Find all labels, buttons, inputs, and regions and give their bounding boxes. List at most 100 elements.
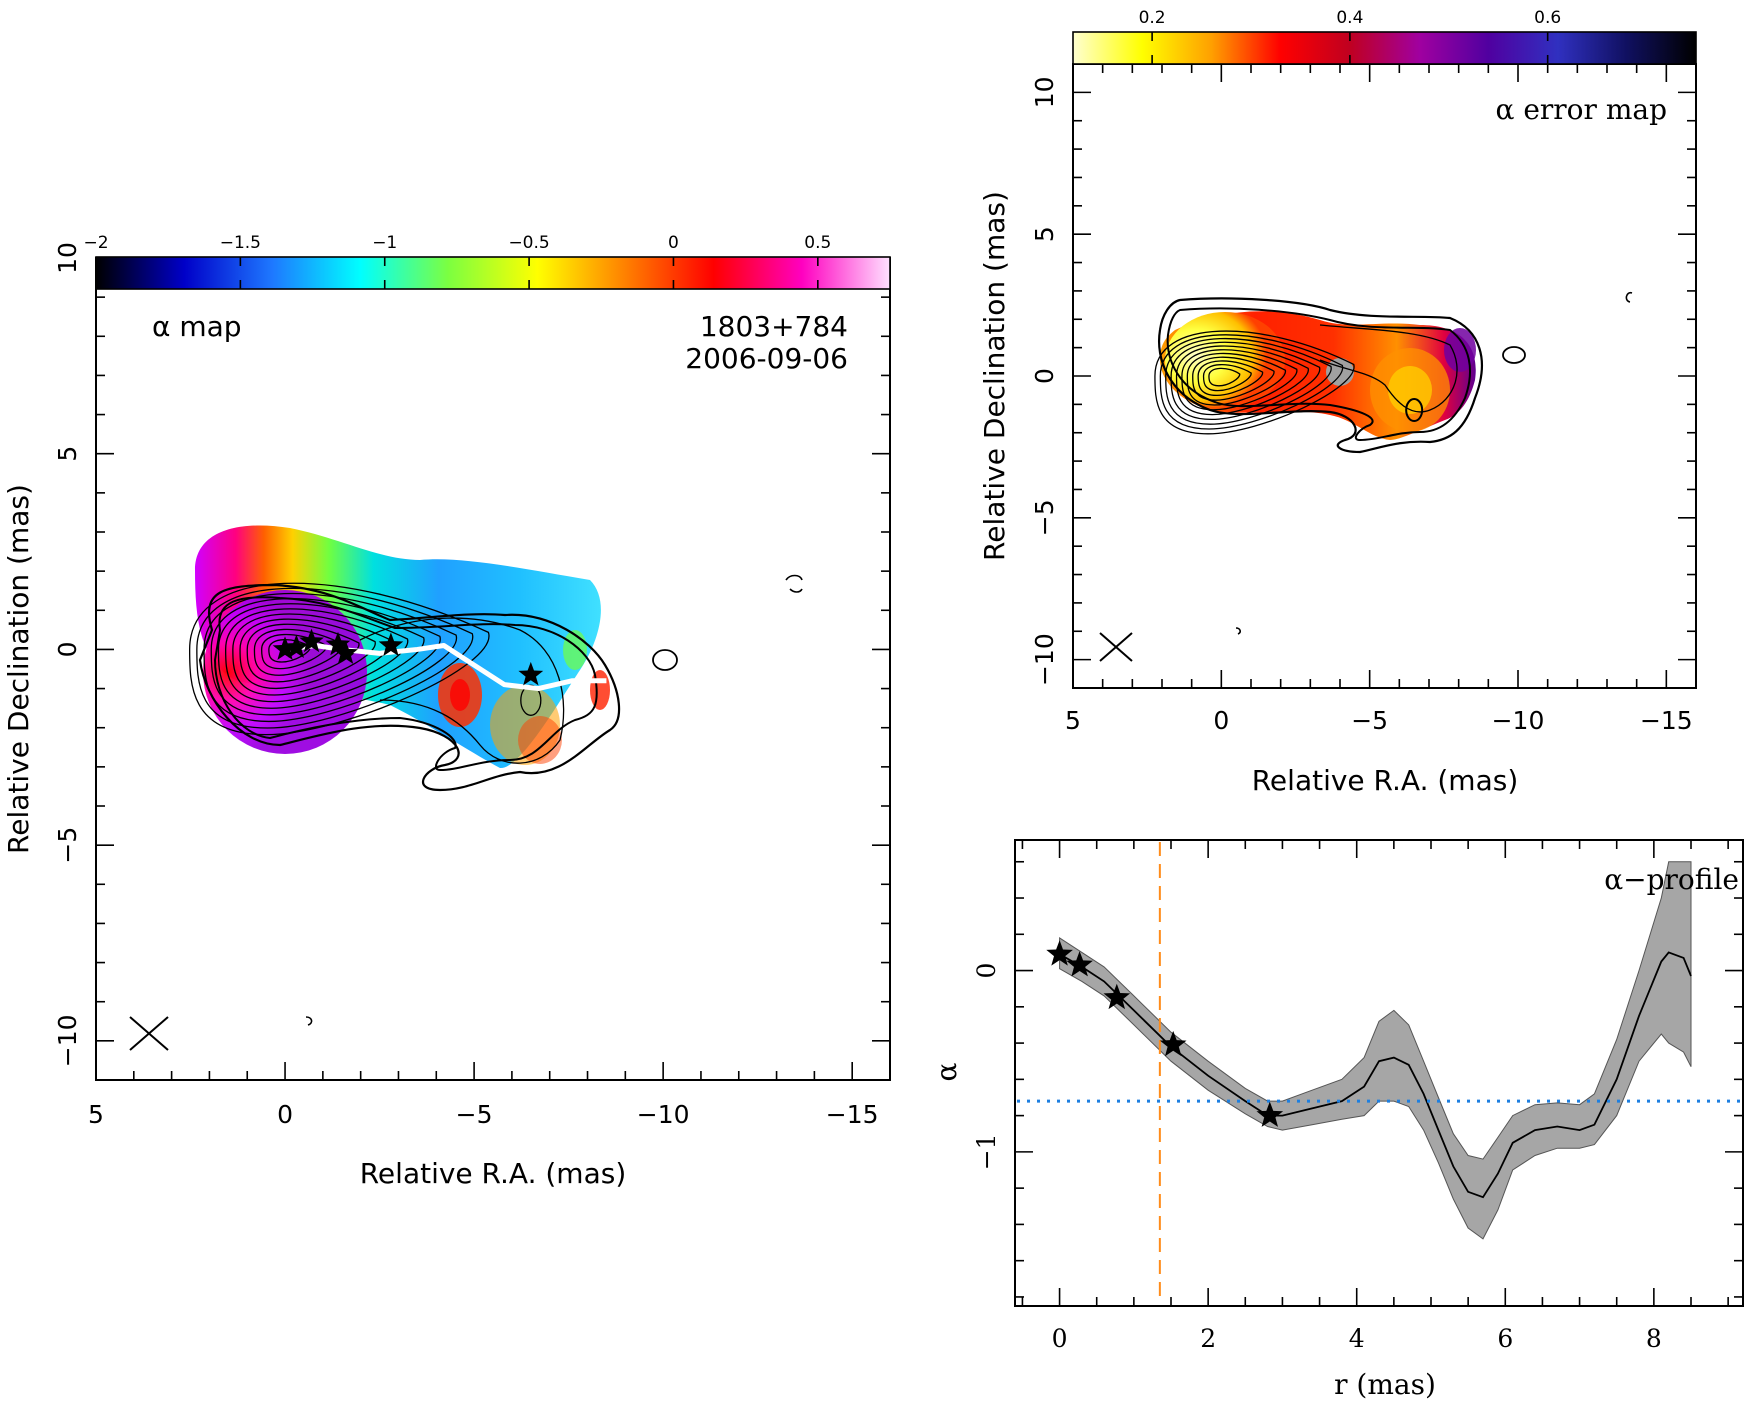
alpha-map-star-marker bbox=[325, 631, 351, 656]
alpha-map-beam-icon bbox=[129, 1016, 169, 1051]
error-map-colorbar-tick-label: 0.4 bbox=[1336, 8, 1363, 28]
error-map-y-tick-label: 10 bbox=[1030, 76, 1059, 108]
alpha-map-inner-contour bbox=[253, 628, 344, 676]
alpha-profile-star-marker bbox=[1159, 1030, 1187, 1057]
error-map-contours bbox=[1158, 291, 1633, 635]
alpha-map-source-name: 1803+784 bbox=[700, 310, 848, 343]
alpha-map-star-marker bbox=[378, 632, 404, 656]
alpha-map-panel: 5 0 −5 −10 −15 10 5 0 −5 −10 α map 1803+784 2006-… bbox=[2, 233, 891, 1190]
error-map-inner-contour bbox=[1170, 341, 1321, 421]
error-map-colorbar bbox=[1072, 31, 1697, 65]
error-map-ylabel: Relative Declination (mas) bbox=[978, 191, 1011, 561]
alpha-profile-y-tick-label: −1 bbox=[972, 1133, 1001, 1170]
alpha-map-inner-contour bbox=[239, 618, 376, 690]
alpha-map-inner-contour bbox=[188, 582, 490, 736]
error-map-inner-contour bbox=[1192, 356, 1275, 401]
alpha-map-inner-contour bbox=[224, 608, 409, 703]
alpha-profile-panel: 0 2 4 6 8 0 −1 α−profile r (mas) α bbox=[930, 839, 1744, 1401]
error-map-x-tick-label: 0 bbox=[1213, 706, 1229, 735]
alpha-map-tick-labels: 5 0 −5 −10 −15 10 5 0 −5 −10 bbox=[53, 242, 879, 1129]
error-map-y-tick-label: 5 bbox=[1030, 226, 1059, 242]
alpha-map-inner-contour bbox=[359, 617, 565, 764]
alpha-map-inner-contour bbox=[217, 603, 425, 709]
error-map-axis-ticks bbox=[1072, 63, 1697, 689]
alpha-map-y-tick-label: −5 bbox=[53, 827, 82, 864]
alpha-map-colorbar-tick-label: −0.5 bbox=[508, 233, 549, 253]
alpha-profile-axis-ticks bbox=[1015, 840, 1743, 1306]
alpha-map-colorbar-ticks: −2 −1.5 −1 −0.5 0 0.5 bbox=[83, 233, 831, 289]
alpha-map-epoch: 2006-09-06 bbox=[685, 342, 848, 375]
alpha-map-title: α map bbox=[152, 310, 242, 343]
alpha-map-y-tick-label: 10 bbox=[53, 242, 82, 274]
error-map-panel: 5 0 −5 −10 −15 10 5 0 −5 −10 α error map Relative… bbox=[978, 8, 1697, 797]
alpha-map-x-tick-label: −5 bbox=[456, 1100, 493, 1129]
error-map-colorbar-ticks: 0.2 0.4 0.6 bbox=[1139, 8, 1561, 64]
error-map-x-tick-label: 5 bbox=[1065, 706, 1081, 735]
alpha-map-colorbar-tick-label: −1.5 bbox=[220, 233, 261, 253]
alpha-profile-x-tick-label: 0 bbox=[1052, 1324, 1068, 1353]
alpha-profile-star-marker bbox=[1103, 983, 1131, 1010]
alpha-map-star-marker bbox=[299, 628, 324, 653]
alpha-map-x-tick-label: −15 bbox=[826, 1100, 879, 1129]
alpha-map-star-marker bbox=[272, 636, 298, 660]
alpha-map-contours bbox=[198, 574, 803, 1026]
alpha-profile-x-tick-label: 2 bbox=[1200, 1324, 1216, 1353]
error-map-inner-contour bbox=[1202, 364, 1252, 392]
error-map-inner-contour bbox=[1405, 398, 1424, 423]
alpha-profile-frame bbox=[1014, 839, 1744, 1307]
error-map-inner-contour bbox=[1186, 352, 1286, 406]
alpha-map-image bbox=[195, 525, 610, 769]
alpha-map-inner-contours bbox=[188, 582, 565, 764]
alpha-profile-line bbox=[1059, 951, 1692, 1199]
alpha-map-x-tick-label: 0 bbox=[277, 1100, 293, 1129]
alpha-profile-star-marker bbox=[1046, 940, 1073, 966]
alpha-map-inner-contour bbox=[210, 598, 441, 716]
error-map-inner-contour bbox=[1197, 360, 1264, 397]
alpha-map-y-tick-label: −10 bbox=[53, 1014, 82, 1067]
error-map-x-tick-label: −10 bbox=[1492, 706, 1545, 735]
error-map-y-tick-label: −10 bbox=[1030, 633, 1059, 686]
error-map-inner-contour bbox=[1208, 367, 1241, 387]
alpha-map-colorbar-tick-label: −1 bbox=[372, 233, 397, 253]
alpha-map-x-tick-label: 5 bbox=[88, 1100, 104, 1129]
alpha-profile-title: α−profile bbox=[1604, 863, 1739, 896]
alpha-map-inner-contour bbox=[268, 639, 311, 663]
error-map-inner-contour bbox=[1159, 334, 1343, 430]
error-map-x-tick-label: −15 bbox=[1640, 706, 1693, 735]
error-map-colorbar-tick-label: 0.2 bbox=[1139, 8, 1166, 28]
alpha-profile-xlabel: r (mas) bbox=[1334, 1368, 1436, 1401]
alpha-map-star-marker bbox=[518, 661, 544, 686]
alpha-map-colorbar-tick-label: 0.5 bbox=[804, 233, 831, 253]
alpha-map-colorbar bbox=[95, 256, 891, 290]
alpha-map-xlabel: Relative R.A. (mas) bbox=[360, 1157, 627, 1190]
alpha-map-ylabel: Relative Declination (mas) bbox=[2, 484, 35, 854]
error-map-tick-labels: 5 0 −5 −10 −15 10 5 0 −5 −10 bbox=[1030, 76, 1693, 735]
error-map-title: α error map bbox=[1496, 93, 1667, 126]
alpha-profile-y-tick-label: 0 bbox=[972, 963, 1001, 979]
alpha-profile-star-marker bbox=[1256, 1101, 1284, 1127]
alpha-map-colorbar-tick-label: 0 bbox=[668, 233, 679, 253]
error-map-y-tick-label: −5 bbox=[1030, 499, 1059, 536]
alpha-map-y-tick-label: 5 bbox=[53, 446, 82, 462]
alpha-map-inner-contour bbox=[203, 592, 457, 723]
alpha-map-colorbar-tick-label: −2 bbox=[83, 233, 108, 253]
alpha-map-inner-contour bbox=[232, 613, 392, 696]
error-map-inner-contour bbox=[1181, 349, 1298, 411]
alpha-map-star-marker bbox=[333, 640, 358, 664]
alpha-profile-ylabel: α bbox=[930, 1062, 963, 1081]
error-map-xlabel: Relative R.A. (mas) bbox=[1252, 764, 1519, 797]
alpha-profile-star-markers bbox=[1046, 940, 1284, 1127]
alpha-profile-tick-labels: 0 2 4 6 8 0 −1 bbox=[972, 963, 1662, 1353]
alpha-map-x-tick-label: −10 bbox=[637, 1100, 690, 1129]
error-map-inner-contour bbox=[1175, 345, 1309, 416]
error-map-y-tick-label: 0 bbox=[1030, 368, 1059, 384]
error-map-inner-contour bbox=[1319, 324, 1458, 413]
alpha-profile-x-tick-label: 6 bbox=[1497, 1324, 1513, 1353]
alpha-profile-error-band bbox=[1059, 861, 1692, 1240]
alpha-profile-x-tick-label: 8 bbox=[1646, 1324, 1662, 1353]
error-map-x-tick-label: −5 bbox=[1351, 706, 1388, 735]
alpha-profile-star-marker bbox=[1066, 951, 1093, 977]
error-map-beam-icon bbox=[1099, 632, 1133, 662]
alpha-map-star-marker bbox=[284, 634, 309, 658]
